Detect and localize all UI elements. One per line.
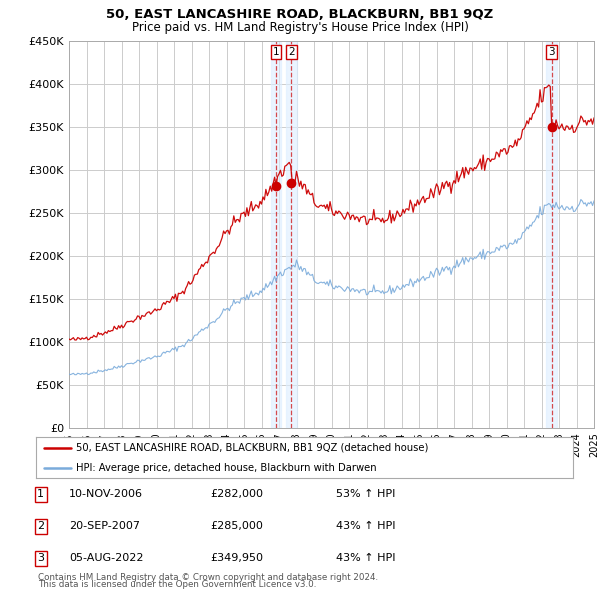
Text: 1: 1 [273,47,280,57]
Text: 43% ↑ HPI: 43% ↑ HPI [336,522,395,531]
Text: 2: 2 [288,47,295,57]
Text: 43% ↑ HPI: 43% ↑ HPI [336,553,395,563]
Text: £349,950: £349,950 [210,553,263,563]
Text: 3: 3 [548,47,555,57]
Bar [286,41,296,428]
Text: 1: 1 [37,490,44,499]
Text: 3: 3 [37,553,44,563]
Text: £282,000: £282,000 [210,490,263,499]
Text: 50, EAST LANCASHIRE ROAD, BLACKBURN, BB1 9QZ (detached house): 50, EAST LANCASHIRE ROAD, BLACKBURN, BB1… [76,442,428,453]
Text: 50, EAST LANCASHIRE ROAD, BLACKBURN, BB1 9QZ: 50, EAST LANCASHIRE ROAD, BLACKBURN, BB1… [106,8,494,21]
Text: This data is licensed under the Open Government Licence v3.0.: This data is licensed under the Open Gov… [38,580,316,589]
Bar [547,41,557,428]
Text: 2: 2 [37,522,44,531]
Text: 53% ↑ HPI: 53% ↑ HPI [336,490,395,499]
Text: 20-SEP-2007: 20-SEP-2007 [69,522,140,531]
Text: 05-AUG-2022: 05-AUG-2022 [69,553,143,563]
Text: 10-NOV-2006: 10-NOV-2006 [69,490,143,499]
Text: HPI: Average price, detached house, Blackburn with Darwen: HPI: Average price, detached house, Blac… [76,463,377,473]
Text: £285,000: £285,000 [210,522,263,531]
Text: Contains HM Land Registry data © Crown copyright and database right 2024.: Contains HM Land Registry data © Crown c… [38,572,378,582]
Bar [271,41,281,428]
Text: Price paid vs. HM Land Registry's House Price Index (HPI): Price paid vs. HM Land Registry's House … [131,21,469,34]
